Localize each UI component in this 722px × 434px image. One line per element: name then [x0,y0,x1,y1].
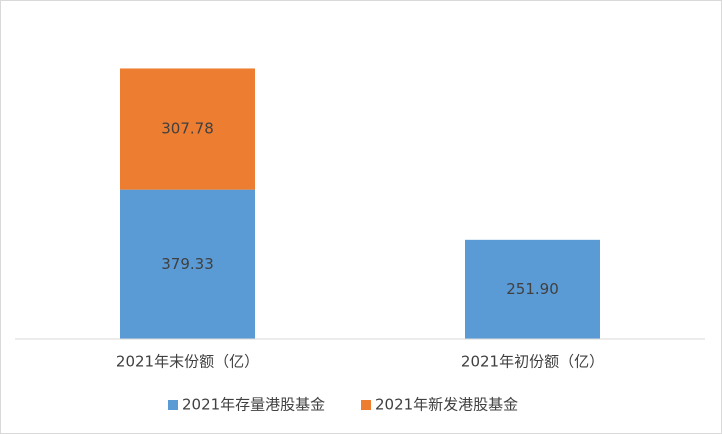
data-label: 379.33 [161,255,214,273]
data-label: 307.78 [161,120,214,138]
legend-label: 2021年新发港股基金 [375,396,518,414]
x-tick-label: 2021年末份额（亿） [116,353,259,371]
x-tick-label: 2021年初份额（亿） [461,353,604,371]
data-label: 251.90 [506,280,559,298]
bar-segment [465,239,600,339]
legend-swatch [361,400,371,410]
bar-segment [120,189,255,339]
bar-segment [120,68,255,190]
legend-label: 2021年存量港股基金 [182,396,325,414]
legend-swatch [168,400,178,410]
